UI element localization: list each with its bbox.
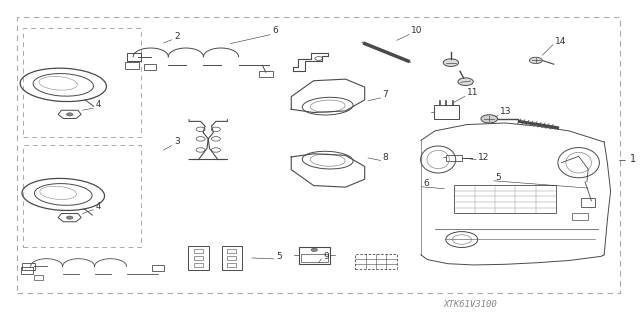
Text: 4: 4 <box>95 202 100 211</box>
Bar <box>152 265 164 271</box>
Bar <box>435 105 459 119</box>
Bar <box>17 17 620 293</box>
Text: 4: 4 <box>95 100 100 109</box>
Circle shape <box>529 57 542 63</box>
Bar <box>127 53 141 61</box>
Text: 11: 11 <box>467 88 478 97</box>
Bar <box>301 254 328 262</box>
Text: 3: 3 <box>174 137 180 146</box>
Bar <box>259 71 273 77</box>
Bar <box>125 62 140 69</box>
Text: 12: 12 <box>478 152 490 161</box>
Bar <box>194 256 203 260</box>
Bar <box>194 263 203 267</box>
Text: 5: 5 <box>495 173 501 182</box>
Bar <box>572 213 588 220</box>
Text: 1: 1 <box>630 154 636 165</box>
Bar <box>194 249 203 253</box>
Bar <box>23 145 141 247</box>
Bar <box>580 198 595 207</box>
Text: 6: 6 <box>272 26 278 35</box>
Bar <box>188 246 209 270</box>
Bar <box>22 263 35 270</box>
Bar <box>446 155 462 161</box>
Bar <box>355 254 397 269</box>
Text: 6: 6 <box>424 180 429 189</box>
Bar <box>227 249 236 253</box>
Bar <box>23 28 141 137</box>
Text: XTK61V3100: XTK61V3100 <box>443 300 497 308</box>
Circle shape <box>311 248 317 251</box>
Bar <box>454 185 556 213</box>
Text: 5: 5 <box>276 252 282 261</box>
Bar <box>21 268 33 274</box>
Bar <box>221 246 242 270</box>
Text: 13: 13 <box>500 108 511 116</box>
Text: 14: 14 <box>555 37 566 46</box>
Circle shape <box>458 78 473 85</box>
Bar <box>34 275 44 280</box>
Text: 9: 9 <box>323 252 329 261</box>
Circle shape <box>481 115 497 123</box>
Circle shape <box>444 59 459 66</box>
Bar <box>299 247 330 264</box>
Text: 10: 10 <box>412 26 423 35</box>
Text: 7: 7 <box>383 90 388 99</box>
Bar <box>227 263 236 267</box>
Circle shape <box>67 216 73 219</box>
Text: 8: 8 <box>383 153 388 162</box>
Circle shape <box>67 113 73 116</box>
Text: 2: 2 <box>174 32 180 41</box>
Bar <box>227 256 236 260</box>
Bar <box>145 64 156 70</box>
